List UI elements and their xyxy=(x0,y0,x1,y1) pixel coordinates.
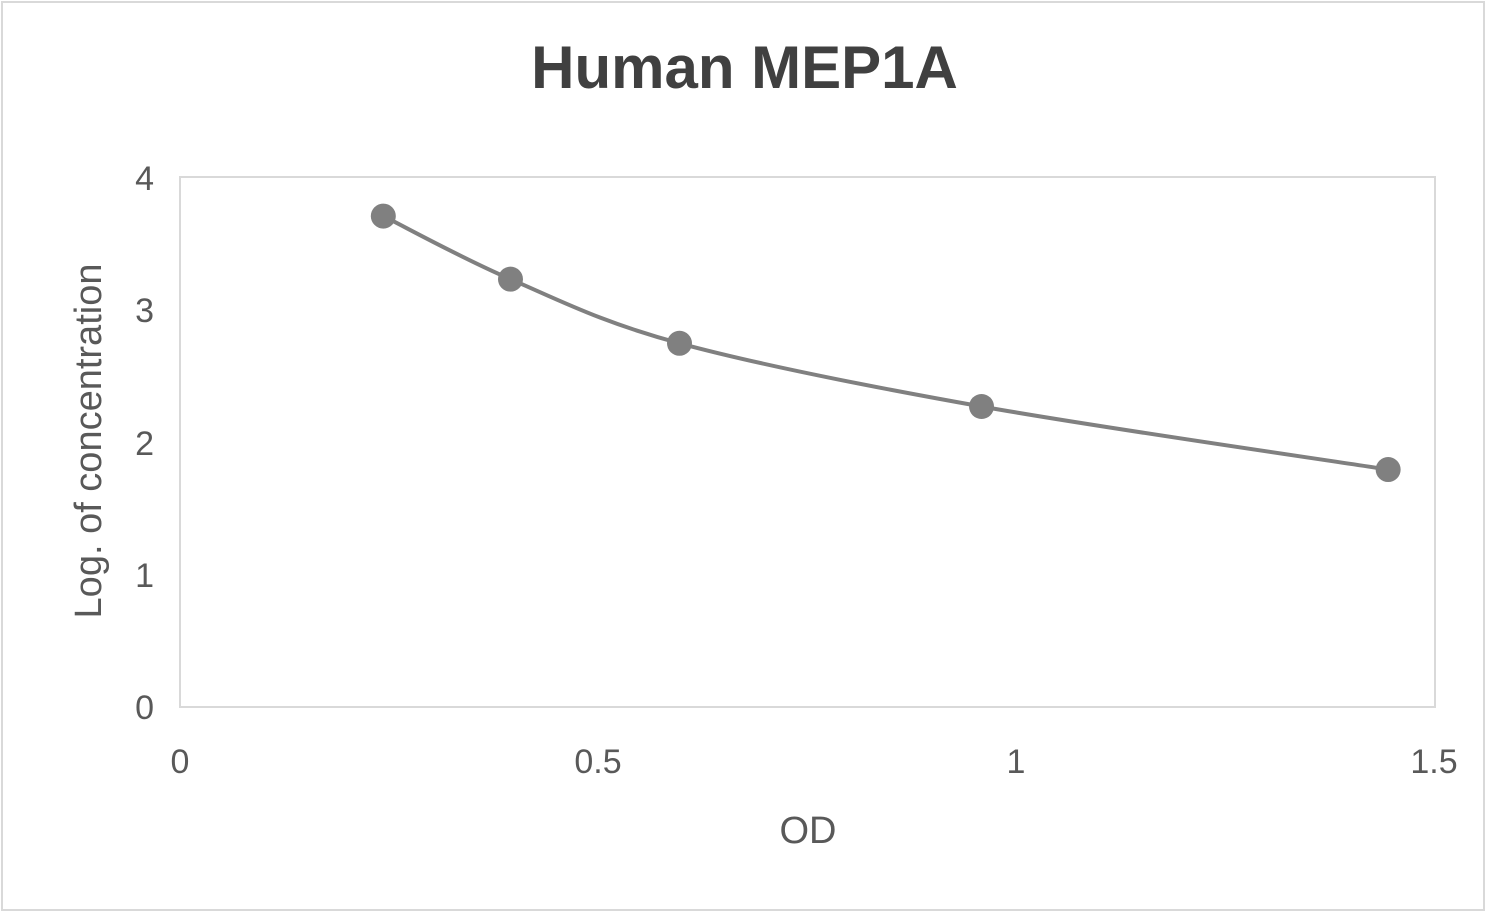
data-point-marker xyxy=(666,330,692,356)
x-tick-1: 1 xyxy=(1007,743,1026,781)
plot-area xyxy=(179,176,1436,708)
y-axis-ticks: 0 1 2 3 4 xyxy=(135,160,154,727)
data-point-marker xyxy=(370,203,396,229)
x-tick-0-5: 0.5 xyxy=(574,743,621,781)
y-tick-4: 4 xyxy=(135,160,154,198)
x-axis-title: OD xyxy=(780,810,837,852)
series-markers xyxy=(370,203,1401,483)
data-point-marker xyxy=(1375,457,1401,483)
series-line xyxy=(382,214,1389,472)
x-tick-0: 0 xyxy=(171,743,190,781)
y-tick-1: 1 xyxy=(135,557,154,595)
x-axis-ticks: 0 0.5 1 1.5 xyxy=(171,743,1458,781)
y-axis-title: Log. of concentration xyxy=(68,264,110,619)
y-tick-2: 2 xyxy=(135,425,154,463)
x-tick-1-5: 1.5 xyxy=(1410,743,1457,781)
data-point-marker xyxy=(497,266,523,292)
data-point-marker xyxy=(969,393,995,419)
y-tick-3: 3 xyxy=(135,292,154,330)
y-tick-0: 0 xyxy=(135,689,154,727)
chart-title: Human MEP1A xyxy=(531,34,958,101)
